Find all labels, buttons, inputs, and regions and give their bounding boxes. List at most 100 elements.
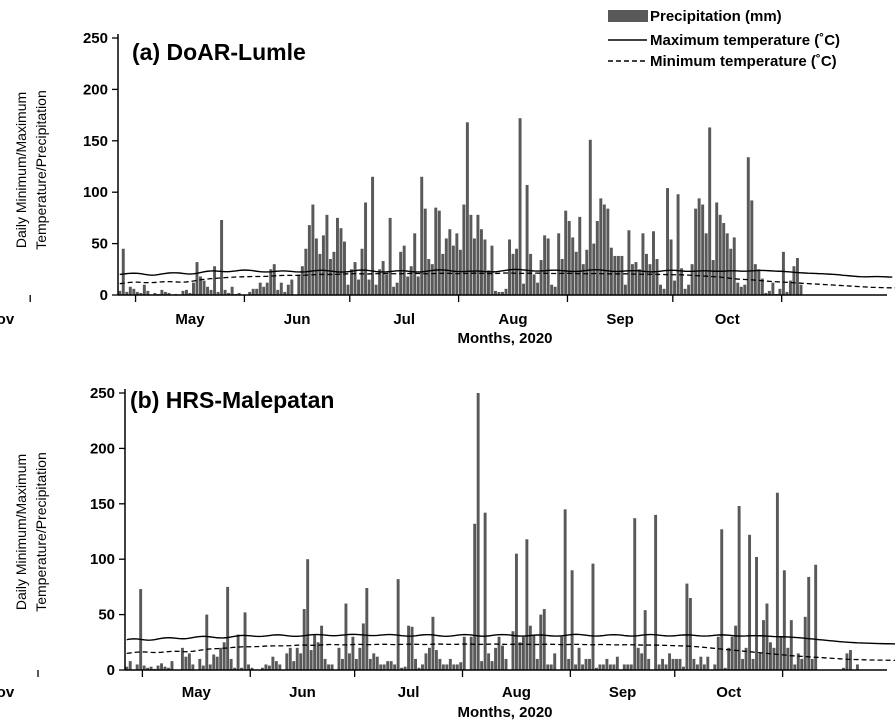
precip-bar (139, 589, 143, 670)
precip-bar (595, 220, 599, 295)
precip-bar (560, 636, 564, 670)
precip-bar (781, 251, 785, 295)
precip-bar (121, 248, 125, 295)
precip-bar (295, 647, 299, 670)
precip-bar (675, 658, 678, 670)
precip-bar (605, 658, 609, 670)
precip-bar (316, 642, 320, 670)
precip-bar (598, 664, 602, 670)
precip-bar (814, 564, 818, 670)
precip-bar (299, 653, 303, 670)
precip-bar (695, 664, 699, 670)
precip-bar (775, 492, 779, 670)
legend-label-max-temp: Maximum temperature (˚C) (650, 32, 840, 49)
precip-bar (807, 576, 811, 670)
precip-bar (386, 661, 390, 670)
precip-bar (343, 241, 346, 295)
precip-bar (128, 286, 132, 295)
precip-bar (652, 231, 655, 295)
precip-bar (382, 664, 386, 670)
precip-bar (581, 664, 585, 670)
precip-bar (685, 583, 689, 670)
precip-bar (389, 661, 393, 670)
precip-bar (849, 650, 852, 670)
precip-bar (644, 253, 648, 295)
precip-bar (585, 249, 589, 295)
precip-bar (641, 233, 645, 295)
max-temperature-line (119, 268, 893, 278)
precip-bar (191, 664, 195, 670)
precip-bar (458, 249, 462, 295)
month-label: Oct (715, 311, 740, 328)
precip-bar (557, 233, 561, 295)
precip-bar (417, 667, 421, 670)
precip-bar (845, 653, 849, 670)
precip-bar (567, 220, 571, 295)
month-label: Jun (284, 311, 311, 328)
precip-bar (395, 282, 399, 295)
precip-bar (615, 656, 619, 670)
precip-bar (755, 556, 758, 670)
precip-bar (250, 667, 254, 670)
precip-bar (706, 656, 710, 670)
precip-bar (678, 658, 682, 670)
precip-bar (584, 658, 588, 670)
precip-bar (430, 264, 434, 295)
precip-bar (181, 290, 185, 295)
precip-bar (521, 636, 525, 670)
precip-bar (375, 656, 379, 670)
precip-bar (529, 253, 533, 295)
precip-bar (420, 176, 424, 295)
precip-bar (725, 233, 729, 295)
precip-bar (659, 284, 662, 295)
precip-bar (367, 279, 371, 295)
precip-bar (741, 658, 745, 670)
precip-bar (574, 664, 578, 670)
precip-bar (279, 282, 283, 295)
precip-bar (711, 260, 715, 295)
precip-bar (341, 658, 344, 670)
precip-bar (288, 647, 292, 670)
precip-bar (736, 282, 740, 295)
month-label: Nov (0, 311, 15, 328)
precip-bar (160, 289, 164, 295)
y-tick-label: 200 (90, 440, 115, 457)
precip-bar (163, 666, 167, 670)
precip-bar (633, 518, 637, 670)
precip-bar (494, 647, 498, 670)
precip-bar (265, 282, 269, 295)
precip-bar (483, 512, 487, 670)
precip-bar (518, 118, 522, 296)
precip-bar (722, 223, 726, 295)
precip-bar (255, 288, 259, 295)
precip-bar (476, 214, 480, 295)
precip-bar (346, 284, 350, 295)
precip-bar (156, 665, 160, 670)
precip-bar (407, 625, 411, 670)
month-label: Aug (502, 684, 531, 701)
precip-bar (501, 645, 504, 670)
precip-bar (591, 563, 595, 670)
precip-bar (323, 658, 327, 670)
month-label: Jul (393, 311, 415, 328)
precip-bar (321, 235, 325, 295)
precip-bar (620, 255, 624, 295)
precip-bar (444, 238, 448, 295)
precip-bar (648, 264, 652, 295)
precip-bar (378, 269, 382, 295)
precip-bar (248, 291, 252, 295)
precip-bar (546, 664, 550, 670)
precip-bar (627, 230, 631, 295)
precip-bar (577, 647, 581, 670)
precip-bar (762, 620, 765, 670)
precip-bar (612, 664, 616, 670)
precip-bar (729, 248, 733, 295)
precip-bar (636, 647, 640, 670)
precip-bar (135, 291, 139, 295)
precip-bar (702, 664, 706, 670)
y-tick-label: 250 (83, 30, 108, 47)
precip-bar (634, 262, 638, 295)
precip-bar (358, 647, 362, 670)
panel-doar-lumle: Daily Minimum/Maximum Temperature/Precip… (0, 30, 895, 347)
precip-bar (504, 288, 508, 295)
